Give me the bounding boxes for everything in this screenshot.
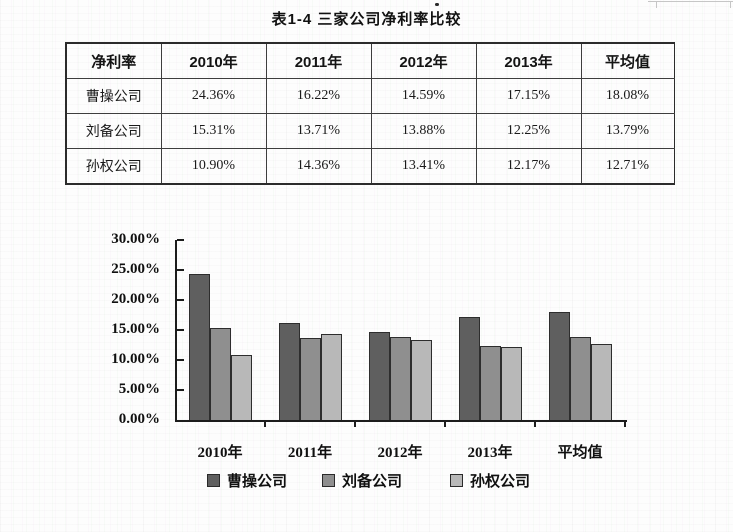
x-axis-category-label: 2011年 — [287, 445, 333, 461]
table-row-name-cell: 刘备公司 — [65, 113, 162, 149]
grouped-bar-chart: 0.00% 5.00% 10.00% 15.00% 20.00% 25.00% 30.00%… — [0, 225, 733, 515]
bar-刘备公司-2013年 — [480, 346, 501, 420]
bar-孙权公司-2010年 — [231, 355, 252, 420]
bar-刘备公司-2011年 — [300, 338, 321, 420]
y-axis-tick-label: 10.00% — [111, 351, 160, 367]
legend-item: 曹操公司 — [207, 470, 287, 491]
table-value-cell: 18.08% — [580, 78, 675, 114]
x-axis-tick — [444, 422, 446, 427]
spreadsheet-grid-edge — [648, 1, 733, 2]
bar-孙权公司-平均值 — [591, 344, 612, 420]
table-value-cell: 15.31% — [160, 113, 267, 149]
x-axis-tick — [354, 422, 356, 427]
table-value-cell: 12.17% — [475, 148, 582, 185]
table-value-cell: 12.25% — [475, 113, 582, 149]
y-axis-tick — [177, 299, 184, 301]
legend-label: 孙权公司 — [470, 473, 531, 490]
plot-area — [175, 240, 627, 422]
table-header-cell: 净利率 — [65, 42, 162, 79]
bar-孙权公司-2012年 — [411, 340, 432, 420]
table-row: 刘备公司 15.31% 13.71% 13.88% 12.25% 13.79% — [65, 113, 675, 149]
table-row: 曹操公司 24.36% 16.22% 14.59% 17.15% 18.08% — [65, 78, 675, 114]
table-value-cell: 14.36% — [265, 148, 372, 185]
bar-刘备公司-平均值 — [570, 337, 591, 420]
y-axis-tick — [177, 389, 184, 391]
y-axis-tick-label: 30.00% — [111, 231, 160, 247]
bar-曹操公司-2013年 — [459, 317, 480, 420]
table-value-cell: 12.71% — [580, 148, 675, 185]
y-axis-tick-label: 20.00% — [111, 291, 160, 307]
spreadsheet-grid-edge — [730, 1, 731, 8]
y-axis-tick — [177, 269, 184, 271]
x-axis-category-label: 2012年 — [377, 445, 423, 461]
table-header-cell: 2010年 — [160, 42, 267, 79]
table-header-row: 净利率 2010年 2011年 2012年 2013年 平均值 — [65, 42, 675, 79]
x-axis-tick — [534, 422, 536, 427]
legend-swatch — [322, 474, 335, 487]
scan-speck — [435, 3, 439, 6]
bar-曹操公司-2012年 — [369, 332, 390, 420]
table-header-cell: 2013年 — [475, 42, 582, 79]
x-axis-category-label: 平均值 — [557, 445, 603, 461]
table-value-cell: 17.15% — [475, 78, 582, 114]
y-axis-tick-label: 5.00% — [118, 381, 160, 397]
legend-item: 孙权公司 — [450, 470, 530, 491]
y-axis-tick — [177, 329, 184, 331]
y-axis-tick-label: 25.00% — [111, 261, 160, 277]
net-profit-margin-table: 净利率 2010年 2011年 2012年 2013年 平均值 曹操公司 24.36% 16.… — [65, 42, 675, 185]
y-axis-tick-label: 15.00% — [111, 321, 160, 337]
spreadsheet-grid-edge — [656, 1, 657, 8]
y-axis-tick-label: 0.00% — [118, 411, 160, 427]
bar-曹操公司-2011年 — [279, 323, 300, 420]
table-value-cell: 13.79% — [580, 113, 675, 149]
bar-孙权公司-2011年 — [321, 334, 342, 420]
x-axis-category-label: 2010年 — [197, 445, 243, 461]
table-value-cell: 13.88% — [370, 113, 477, 149]
table-header-cell: 平均值 — [580, 42, 675, 79]
table-header-cell: 2012年 — [370, 42, 477, 79]
table-row-name-cell: 孙权公司 — [65, 148, 162, 185]
table-value-cell: 14.59% — [370, 78, 477, 114]
bar-曹操公司-2010年 — [189, 274, 210, 420]
x-axis-category-label: 2013年 — [467, 445, 513, 461]
legend-swatch — [450, 474, 463, 487]
y-axis-tick — [177, 239, 184, 241]
table-row: 孙权公司 10.90% 14.36% 13.41% 12.17% 12.71% — [65, 148, 675, 185]
table-value-cell: 10.90% — [160, 148, 267, 185]
bar-刘备公司-2012年 — [390, 337, 411, 420]
table-value-cell: 24.36% — [160, 78, 267, 114]
table-header-cell: 2011年 — [265, 42, 372, 79]
x-axis-tick — [264, 422, 266, 427]
table-row-name-cell: 曹操公司 — [65, 78, 162, 114]
legend-label: 曹操公司 — [227, 473, 288, 490]
table-value-cell: 13.41% — [370, 148, 477, 185]
legend-item: 刘备公司 — [322, 470, 402, 491]
bar-孙权公司-2013年 — [501, 347, 522, 420]
bar-刘备公司-2010年 — [210, 328, 231, 420]
table-value-cell: 16.22% — [265, 78, 372, 114]
y-axis-tick — [177, 359, 184, 361]
table-value-cell: 13.71% — [265, 113, 372, 149]
legend-label: 刘备公司 — [342, 473, 403, 490]
page-title: 表1-4 三家公司净利率比较 — [271, 11, 462, 28]
x-axis-tick — [624, 422, 626, 427]
legend-swatch — [207, 474, 220, 487]
bar-曹操公司-平均值 — [549, 312, 570, 420]
